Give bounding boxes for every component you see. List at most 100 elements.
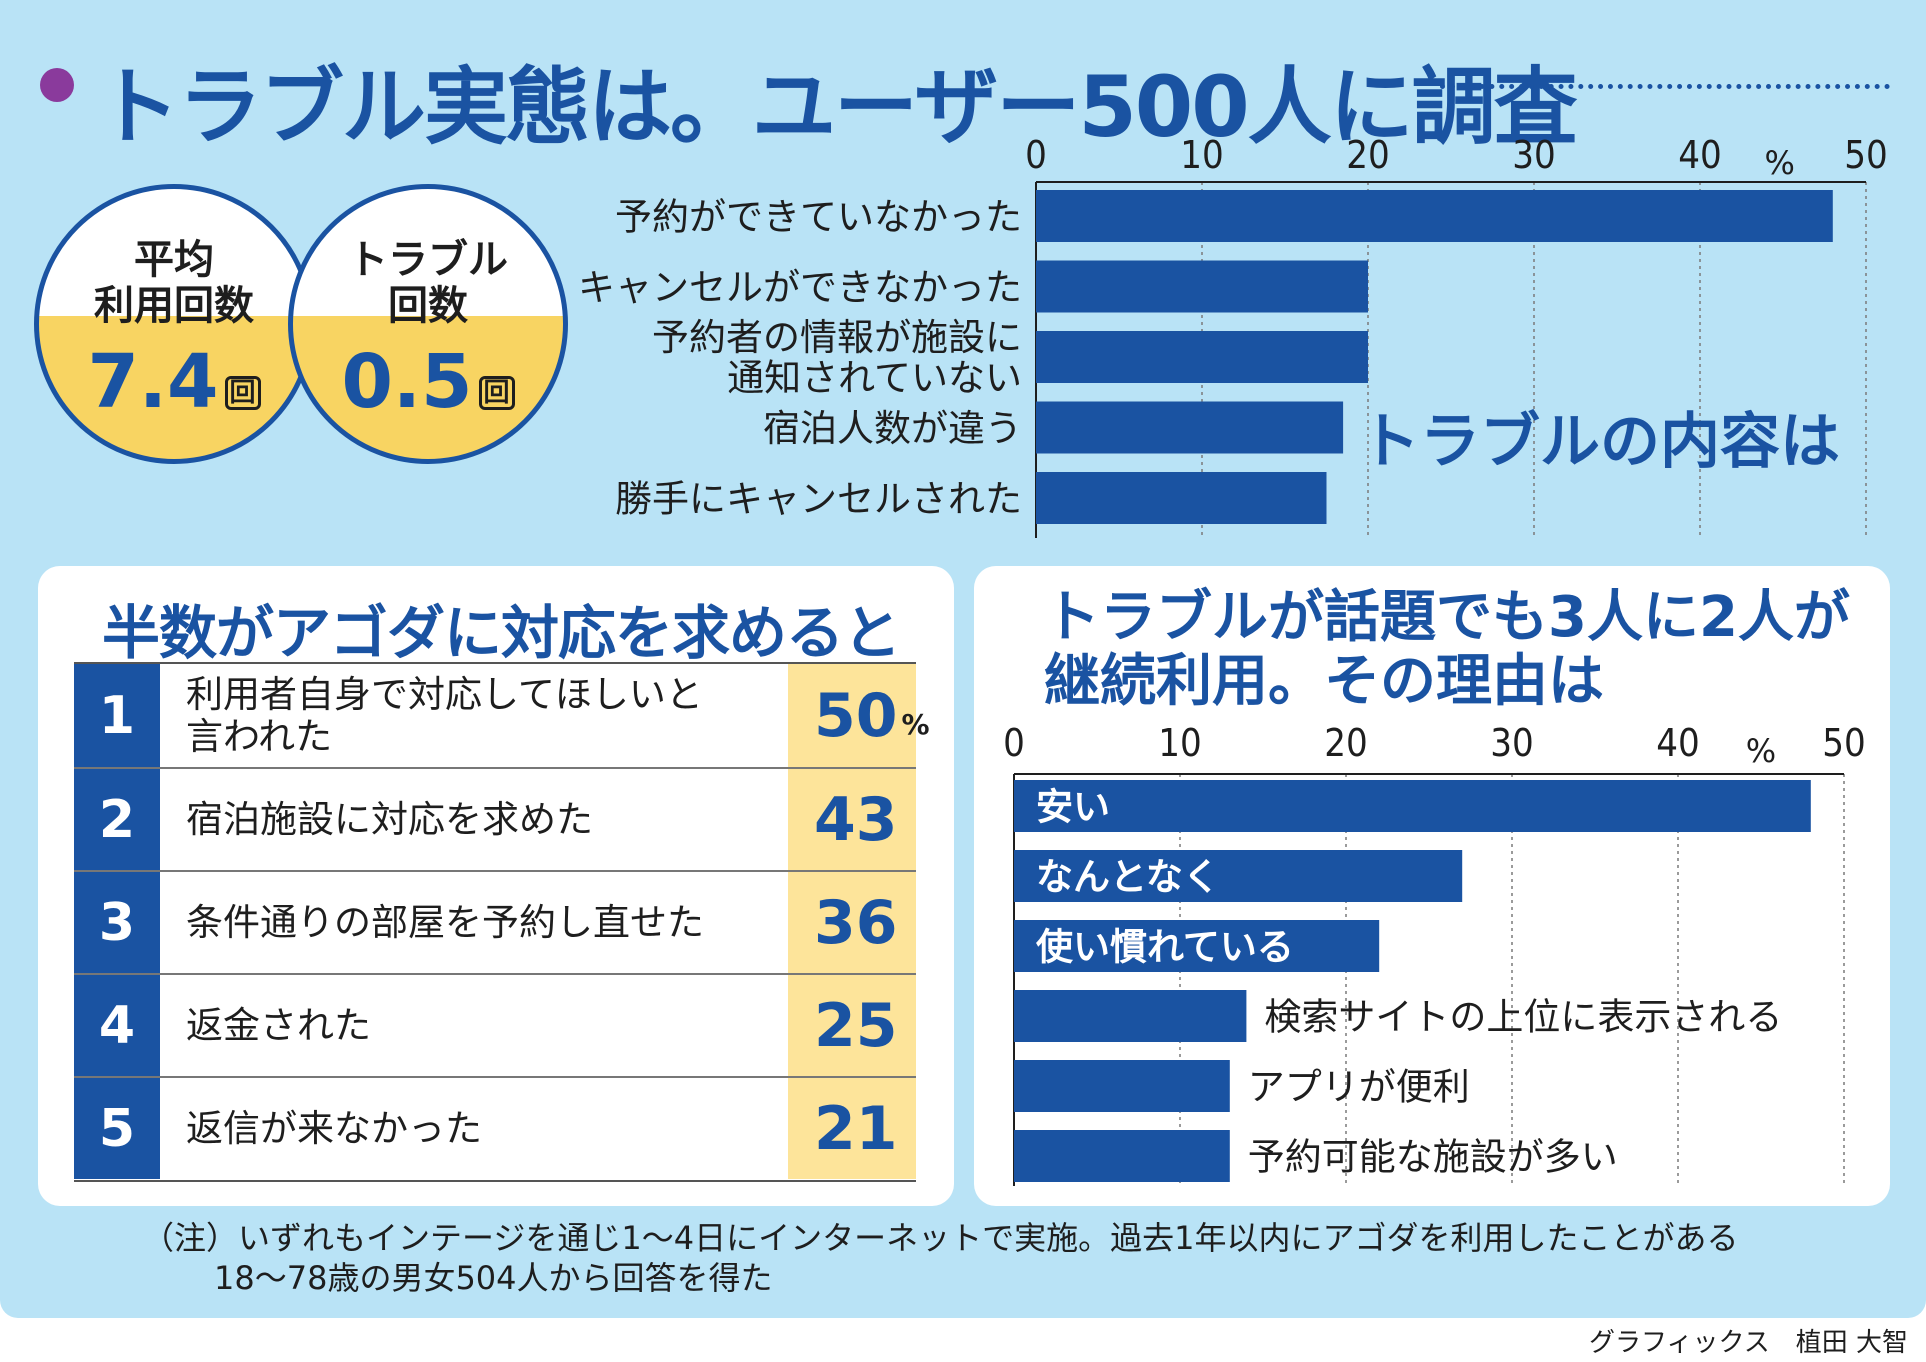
tick-label: 10 (1180, 133, 1224, 177)
row-value: 43 (814, 784, 898, 855)
footnote: （注）いずれもインテージを通じ1～4日にインターネットで実施。過去1年以内にアゴ… (142, 1218, 1738, 1298)
row-value: 36 (814, 887, 898, 958)
unit-label: % (1764, 144, 1794, 182)
row-label: 返信が来なかった (186, 1106, 482, 1150)
category-label: アプリが便利 (1248, 1065, 1470, 1108)
card-continued-use-reasons: トラブルが話題でも3人に2人が 継続利用。その理由は 0 10 20 30 40 50% 安いな… (974, 566, 1890, 1206)
bar (1014, 990, 1247, 1042)
bar (1014, 780, 1811, 832)
stat-value-group: 0.5 回 (293, 339, 563, 425)
chart-title: トラブルの内容は (1360, 407, 1840, 477)
row-unit: % (901, 708, 930, 741)
chart-trouble-contents: 0 10 20 30 40 50% 予約ができていなかったキャンセルができなかった予約者の情… (578, 133, 1888, 538)
table-row: 3 条件通りの部屋を予約し直せた 36 (74, 870, 916, 973)
category-label: 安い (1036, 785, 1110, 828)
bar (1036, 331, 1368, 383)
bar (1014, 850, 1463, 902)
row-label: 返金された (186, 1003, 371, 1047)
category-label: 予約者の情報が施設に通知されていない (652, 316, 1022, 400)
chart-title-line: トラブルが話題でも3人に2人が (1044, 585, 1850, 650)
title-dotted-leader (1440, 84, 1890, 89)
row-value-cell: 43 (788, 769, 916, 870)
row-value: 50 (814, 680, 898, 751)
category-label-line: 勝手にキャンセルされた (615, 477, 1022, 520)
bar (1014, 1060, 1230, 1112)
tick-label: 30 (1512, 133, 1556, 177)
tick-label: 40 (1678, 133, 1722, 177)
category-label: 予約ができていなかった (615, 195, 1022, 238)
stat-value-group: 7.4 回 (39, 339, 309, 425)
stat-unit: 回 (224, 376, 261, 410)
bar (1036, 190, 1833, 242)
tick-label: 0 (1003, 721, 1025, 765)
category-label-line: 安い (1036, 785, 1110, 828)
table-row: 5 返信が来なかった 21 (74, 1076, 916, 1179)
unit-label: % (1746, 732, 1776, 770)
tick-label: 50 (1822, 721, 1866, 765)
tick-label: 20 (1346, 133, 1390, 177)
rank-badge: 2 (74, 769, 160, 870)
chart-title-line: 継続利用。その理由は (1044, 649, 1604, 714)
stat-value: 0.5 (341, 339, 473, 425)
category-label: キャンセルができなかった (578, 266, 1022, 309)
tick-label: 50 (1844, 133, 1888, 177)
bar (1036, 401, 1344, 454)
tick-label: 0 (1025, 133, 1047, 177)
graphics-credit: グラフィックス 植田 大智 (1589, 1328, 1908, 1358)
category-label-line: 宿泊人数が違う (763, 407, 1022, 450)
table-row: 4 返金された 25 (74, 973, 916, 1076)
tick-label: 40 (1656, 721, 1700, 765)
row-value-cell: 36 (788, 872, 916, 973)
row-label: 条件通りの部屋を予約し直せた (186, 900, 704, 944)
table-row: 1 利用者自身で対応してほしいと 言われた 50% (74, 664, 930, 767)
bar (1014, 920, 1380, 972)
category-label-line: 使い慣れている (1036, 925, 1294, 968)
category-label-line: 予約ができていなかった (615, 195, 1022, 238)
category-label-line: 予約者の情報が施設に (652, 316, 1022, 359)
stat-unit: 回 (478, 376, 515, 410)
bar (1036, 472, 1327, 524)
rank-badge: 5 (74, 1078, 160, 1179)
row-value: 25 (814, 990, 898, 1061)
response-table: 1 利用者自身で対応してほしいと 言われた 50% 2 宿泊施設に対応を求めた … (74, 662, 930, 1182)
page-title: トラブル実態は。ユーザー500人に調査 (96, 58, 1578, 156)
row-label: 利用者自身で対応してほしいと 言われた (186, 672, 703, 758)
category-label-line: なんとなく (1036, 855, 1220, 898)
card-agoda-response: 半数がアゴダに対応を求めると 1 利用者自身で対応してほしいと 言われた 50%… (38, 566, 954, 1206)
category-label: 使い慣れている (1036, 925, 1294, 968)
stat-circle-average-usage: 平均 利用回数 7.4 回 (34, 184, 314, 464)
footnote-line-1: （注）いずれもインテージを通じ1～4日にインターネットで実施。過去1年以内にアゴ… (142, 1219, 1739, 1257)
category-label: 検索サイトの上位に表示される (1264, 995, 1782, 1038)
category-label: 宿泊人数が違う (763, 407, 1022, 450)
title-bullet-dot (40, 68, 74, 102)
stat-label: 平均 利用回数 (94, 237, 254, 329)
bar (1014, 1130, 1230, 1182)
stat-label: トラブル 回数 (348, 237, 508, 329)
stat-value: 7.4 (87, 339, 219, 425)
category-label: なんとなく (1036, 855, 1220, 898)
category-label-line: 通知されていない (727, 357, 1022, 400)
tick-label: 30 (1490, 721, 1534, 765)
category-label-line: アプリが便利 (1248, 1065, 1470, 1108)
bar (1036, 260, 1368, 313)
row-value: 21 (814, 1093, 898, 1164)
rank-badge: 4 (74, 975, 160, 1076)
footnote-line-2: 18～78歳の男女504人から回答を得た (214, 1259, 773, 1297)
table-row: 2 宿泊施設に対応を求めた 43 (74, 767, 916, 870)
category-label-line: 予約可能な施設が多い (1248, 1135, 1618, 1178)
row-value-cell: 50% (788, 664, 930, 767)
row-label: 宿泊施設に対応を求めた (186, 797, 593, 841)
category-label: 勝手にキャンセルされた (615, 477, 1022, 520)
row-value-cell: 25 (788, 975, 916, 1076)
category-label-line: キャンセルができなかった (578, 266, 1022, 309)
infographic-panel: トラブル実態は。ユーザー500人に調査 平均 利用回数 7.4 回 トラブル 回数… (0, 0, 1926, 1318)
tick-label: 20 (1324, 721, 1368, 765)
table-heading: 半数がアゴダに対応を求めると (102, 599, 901, 667)
category-label-line: 検索サイトの上位に表示される (1264, 995, 1782, 1038)
category-label: 予約可能な施設が多い (1248, 1135, 1618, 1178)
row-value-cell: 21 (788, 1078, 916, 1179)
rank-badge: 3 (74, 872, 160, 973)
stat-circle-trouble-count: トラブル 回数 0.5 回 (288, 184, 568, 464)
rank-badge: 1 (74, 664, 160, 767)
